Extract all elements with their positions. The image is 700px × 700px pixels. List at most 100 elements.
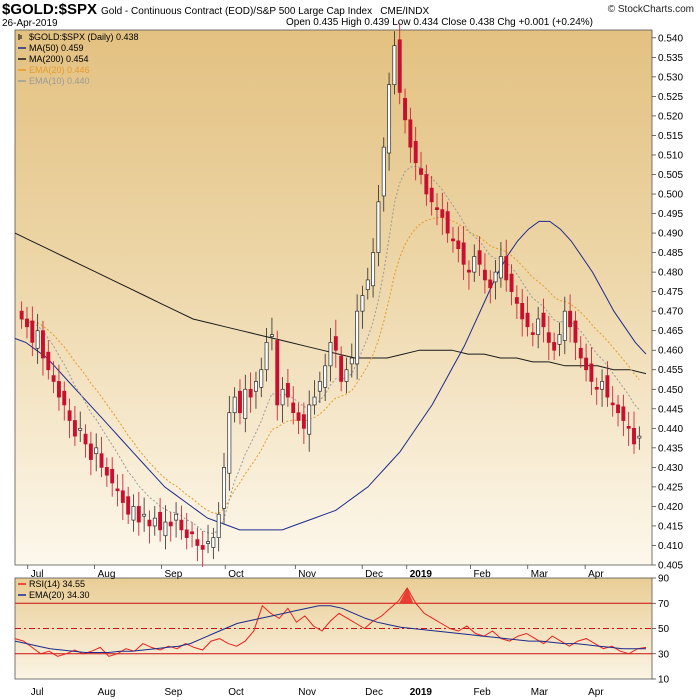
candle-body [600, 381, 605, 390]
rsi-line [14, 587, 647, 657]
candle-body [152, 517, 157, 527]
close-value: 0.438 [469, 17, 495, 28]
rsi-ema-line [14, 605, 646, 653]
rsi-x-tick-label: Apr [588, 687, 604, 698]
candle-body [30, 320, 35, 343]
open-value: 0.435 [313, 17, 339, 28]
candle-body [349, 357, 354, 365]
rsi-y-tick-label: 50 [658, 624, 670, 635]
price-y-tick-label: 0.460 [658, 346, 683, 357]
rsi-x-tick-label: Aug [98, 687, 116, 698]
price-y-tick-label: 0.470 [658, 307, 683, 318]
candle-body [387, 84, 392, 154]
rsi-x-tick-label: Sep [165, 687, 183, 698]
candle-body [195, 539, 200, 546]
price-y-tick-label: 0.405 [658, 561, 683, 572]
candle-body [477, 250, 482, 265]
rsi-legend-entry: EMA(20) 34.30 [29, 590, 90, 600]
candle-body [19, 310, 24, 320]
candle-body [254, 381, 258, 392]
price-y-tick-label: 0.430 [658, 463, 683, 474]
rsi-x-tick-label: Dec [365, 687, 383, 698]
candle-body [136, 506, 141, 523]
high-label: High [341, 17, 362, 28]
price-y-tick-label: 0.520 [658, 111, 683, 122]
candle-body [339, 355, 344, 382]
candle-body [312, 396, 317, 406]
rsi-y-tick-label: 70 [658, 599, 670, 610]
candle-body [323, 365, 328, 388]
legend-entry: EMA(10) 0.440 [29, 76, 90, 86]
candle-body [120, 490, 125, 503]
candle-body [232, 396, 237, 414]
price-y-tick-label: 0.490 [658, 229, 683, 240]
price-x-tick-label: Feb [473, 569, 491, 580]
candle-body [626, 426, 631, 429]
rsi-y-tick-label: 10 [658, 675, 670, 686]
candle-body [88, 443, 93, 460]
candle-body [456, 240, 461, 250]
low-value: 0.434 [413, 17, 439, 28]
candle-body [142, 513, 147, 517]
candle-body [126, 496, 131, 515]
price-panel [14, 29, 653, 566]
candle-body [371, 252, 376, 287]
price-y-tick-label: 0.465 [658, 326, 683, 337]
candle-body [35, 330, 40, 349]
candle-body [158, 511, 163, 531]
exchange-label: CME/INDX [380, 6, 430, 17]
price-y-tick-label: 0.455 [658, 365, 683, 376]
price-x-tick-label: Aug [98, 569, 116, 580]
price-x-tick-label: 2019 [410, 569, 433, 580]
candle-body [275, 340, 280, 406]
candle-body [504, 256, 509, 281]
candle-body [72, 420, 77, 437]
chart-date: 26-Apr-2019 [2, 18, 58, 29]
rsi-y-tick-label: 30 [658, 649, 670, 660]
candle-body [589, 363, 594, 382]
price-x-tick-label: Mar [531, 569, 549, 580]
price-y-tick-label: 0.525 [658, 92, 683, 103]
candle-body [104, 467, 109, 476]
candle-body [632, 427, 636, 445]
candle-body [584, 357, 589, 371]
price-y-tick-label: 0.500 [658, 190, 683, 201]
candle-body [578, 347, 583, 359]
candle-body [243, 388, 248, 419]
candle-body [541, 312, 546, 328]
candle-body [264, 342, 269, 371]
price-y-tick-label: 0.450 [658, 385, 683, 396]
price-y-tick-label: 0.435 [658, 443, 683, 454]
price-y-tick-label: 0.420 [658, 502, 683, 513]
candle-body [344, 369, 349, 382]
candle-body [206, 541, 210, 544]
candle-body [296, 412, 301, 421]
candle-body [408, 119, 413, 148]
candle-body [365, 279, 370, 291]
candle-body [200, 545, 205, 550]
candle-body [211, 537, 216, 548]
symbol-description: Gold - Continuous Contract (EOD)/S&P 500… [101, 6, 373, 17]
candle-body [25, 318, 29, 328]
candle-body [397, 39, 402, 93]
candle-body [46, 351, 51, 371]
chg-value: +0.001 (+0.24%) [518, 17, 594, 28]
candle-body [392, 45, 397, 86]
candle-body [41, 330, 45, 359]
candle-body [115, 488, 120, 492]
rsi-x-tick-label: Mar [531, 687, 549, 698]
candle-body [51, 375, 56, 382]
candle-body [360, 295, 365, 312]
candle-body [291, 402, 296, 414]
candle-body [621, 406, 626, 421]
close-label: Close [441, 17, 467, 28]
legend-candle-icon [18, 34, 22, 40]
candle-body [440, 209, 445, 218]
rsi-legend-entry: RSI(14) 34.55 [29, 579, 85, 589]
rsi-x-tick-label: Nov [298, 687, 316, 698]
ema10-line [21, 165, 640, 535]
candle-body [94, 447, 99, 455]
quote-line: Open 0.435 High 0.439 Low 0.434 Close 0.… [286, 17, 593, 28]
legend-entry: EMA(20) 0.446 [29, 65, 90, 75]
candle-body [83, 433, 88, 445]
